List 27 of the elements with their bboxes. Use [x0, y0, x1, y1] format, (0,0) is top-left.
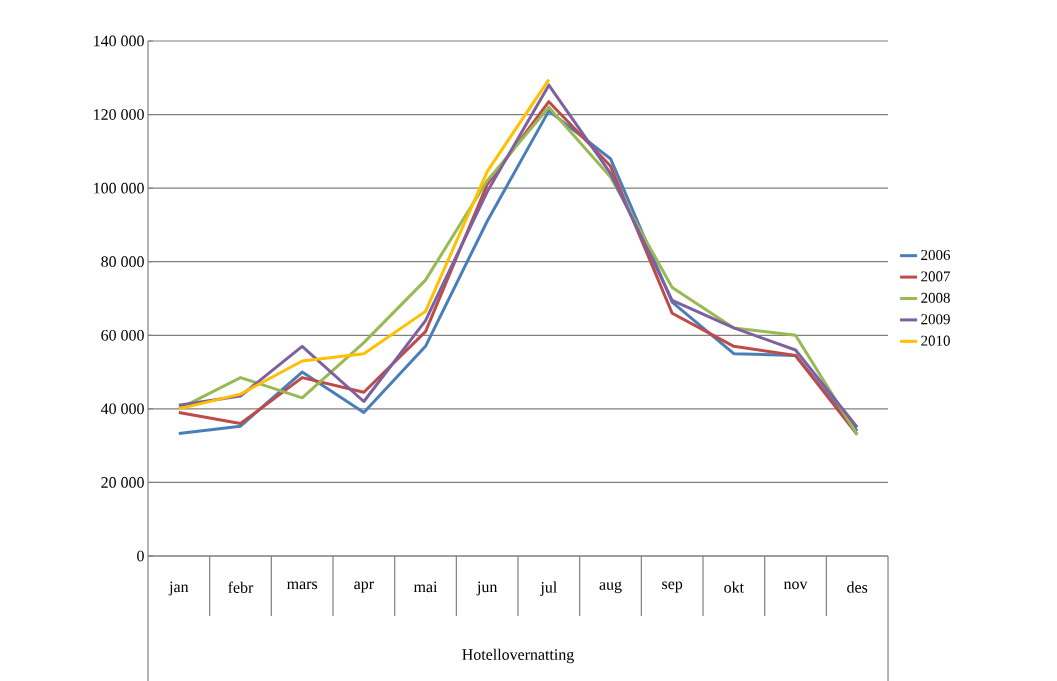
x-tick-label: aug [599, 581, 622, 594]
x-tick-label: jan [168, 581, 189, 596]
legend-label: 2010 [921, 335, 950, 346]
x-axis-title: Hotellovernatting [462, 648, 574, 664]
y-tick-label: 80 000 [101, 256, 144, 268]
legend-label: 2007 [921, 271, 951, 282]
y-tick-label: 100 000 [94, 182, 144, 194]
legend-label: 2006 [921, 249, 951, 261]
legend-label: 2009 [921, 314, 950, 325]
y-tick-label: 140 000 [94, 35, 144, 47]
y-tick-label: 40 000 [100, 403, 144, 415]
x-tick-label: apr [354, 581, 374, 593]
line-series [177, 78, 551, 411]
x-tick-label: sep [662, 581, 683, 593]
x-tick-label: okt [724, 581, 744, 593]
x-tick-label: febr [228, 581, 254, 593]
y-tick-label: 20 000 [101, 477, 144, 488]
x-tick-label: nov [783, 581, 808, 590]
x-tick-label: jul [539, 581, 557, 596]
y-tick-label: 0 [137, 550, 144, 562]
y-tick-label: 60 000 [101, 329, 144, 341]
x-tick-label: des [847, 581, 868, 593]
x-tick-label: mars [287, 581, 318, 590]
legend-label: 2008 [921, 292, 950, 303]
x-tick-label: mai [413, 581, 438, 593]
x-tick-label: jun [476, 581, 498, 596]
y-tick-label: 120 000 [94, 109, 144, 120]
